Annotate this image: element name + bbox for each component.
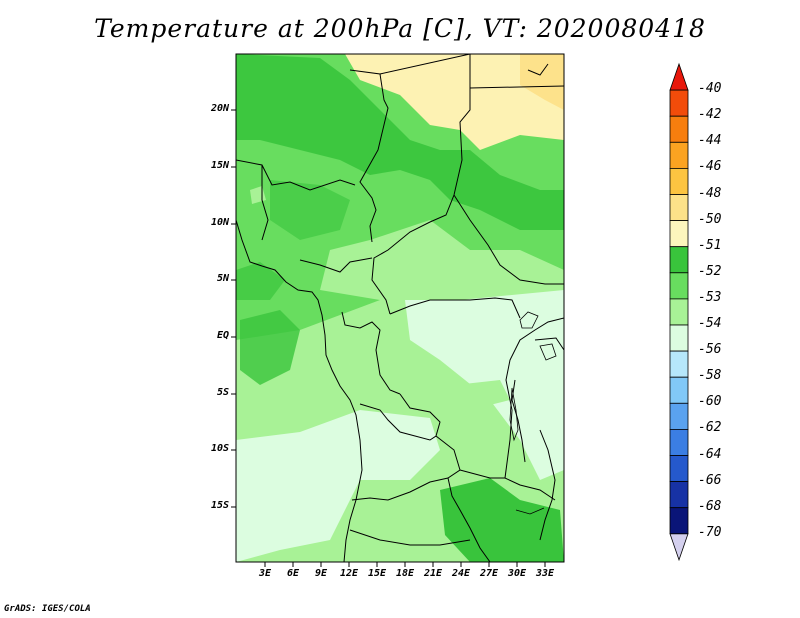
lon-label: 24E [451, 568, 471, 579]
lon-label: 15E [367, 568, 387, 579]
lon-label: 12E [339, 568, 359, 579]
colorbar-swatch [669, 350, 689, 378]
colorbar-label: -66 [698, 472, 722, 488]
colorbar-swatch [669, 89, 689, 117]
axis-ticks [231, 109, 546, 567]
lakes [509, 311, 557, 515]
lat-label: 20N [210, 103, 229, 114]
colorbar-label: -50 [698, 211, 722, 227]
colorbar-label: -46 [698, 159, 722, 175]
colorbar-swatch [669, 481, 689, 509]
colorbar-swatch [669, 272, 689, 300]
lat-label: 10S [210, 443, 229, 454]
colorbar-label: -54 [698, 316, 722, 331]
colorbar-swatch [669, 167, 689, 195]
colorbar-label: -56 [698, 342, 722, 358]
lon-label: 18E [395, 568, 415, 579]
lon-label: 27E [479, 568, 499, 579]
lat-label: EQ [216, 330, 229, 341]
lon-label: 6E [286, 568, 300, 579]
colorbar-label: -62 [698, 420, 722, 436]
colorbar-swatch [669, 246, 689, 274]
colorbar-swatch [669, 428, 689, 456]
temperature-field [236, 54, 564, 562]
colorbar-label: -64 [698, 446, 722, 462]
colorbar-swatch [669, 507, 689, 535]
colorbar-swatch [669, 141, 689, 169]
colorbar-swatch [669, 455, 689, 483]
colorbar-swatch [669, 376, 689, 404]
colorbar-label: -51 [698, 237, 722, 253]
colorbar-label: -60 [698, 394, 722, 410]
lon-label: 21E [423, 568, 443, 579]
lat-label: 15S [210, 500, 229, 511]
colorbar-swatch [669, 220, 689, 248]
colorbar-swatch [669, 298, 689, 326]
colorbar-label: -70 [698, 524, 722, 540]
lon-label: 30E [507, 568, 527, 579]
plot-frame [235, 53, 565, 563]
lon-label: 9E [314, 568, 328, 579]
lat-label: 10N [210, 217, 229, 228]
map-title: Temperature at 200hPa [C], VT: 202008041… [94, 14, 706, 43]
colorbar-label: -48 [698, 185, 722, 201]
colorbar-label: -58 [698, 368, 722, 384]
colorbar-label: -53 [698, 289, 722, 305]
colorbar-swatch [669, 194, 689, 222]
colorbar-bottom-arrow [669, 533, 689, 562]
colorbar-swatch [669, 115, 689, 143]
lon-label: 3E [258, 568, 272, 579]
lon-label: 33E [535, 568, 555, 579]
credit-text: GrADS: IGES/COLA [4, 604, 91, 614]
country-borders [236, 54, 564, 562]
colorbar [669, 62, 689, 562]
colorbar-label: -40 [698, 81, 722, 97]
colorbar-label: -52 [698, 263, 722, 279]
colorbar-label: -44 [698, 133, 722, 149]
colorbar-top-arrow [669, 62, 689, 91]
colorbar-label: -42 [698, 107, 722, 123]
colorbar-swatch [669, 324, 689, 352]
colorbar-label: -68 [698, 498, 722, 514]
lat-label: 15N [210, 160, 229, 171]
colorbar-swatch [669, 402, 689, 430]
lat-label: 5S [216, 387, 229, 398]
lat-label: 5N [216, 273, 229, 284]
